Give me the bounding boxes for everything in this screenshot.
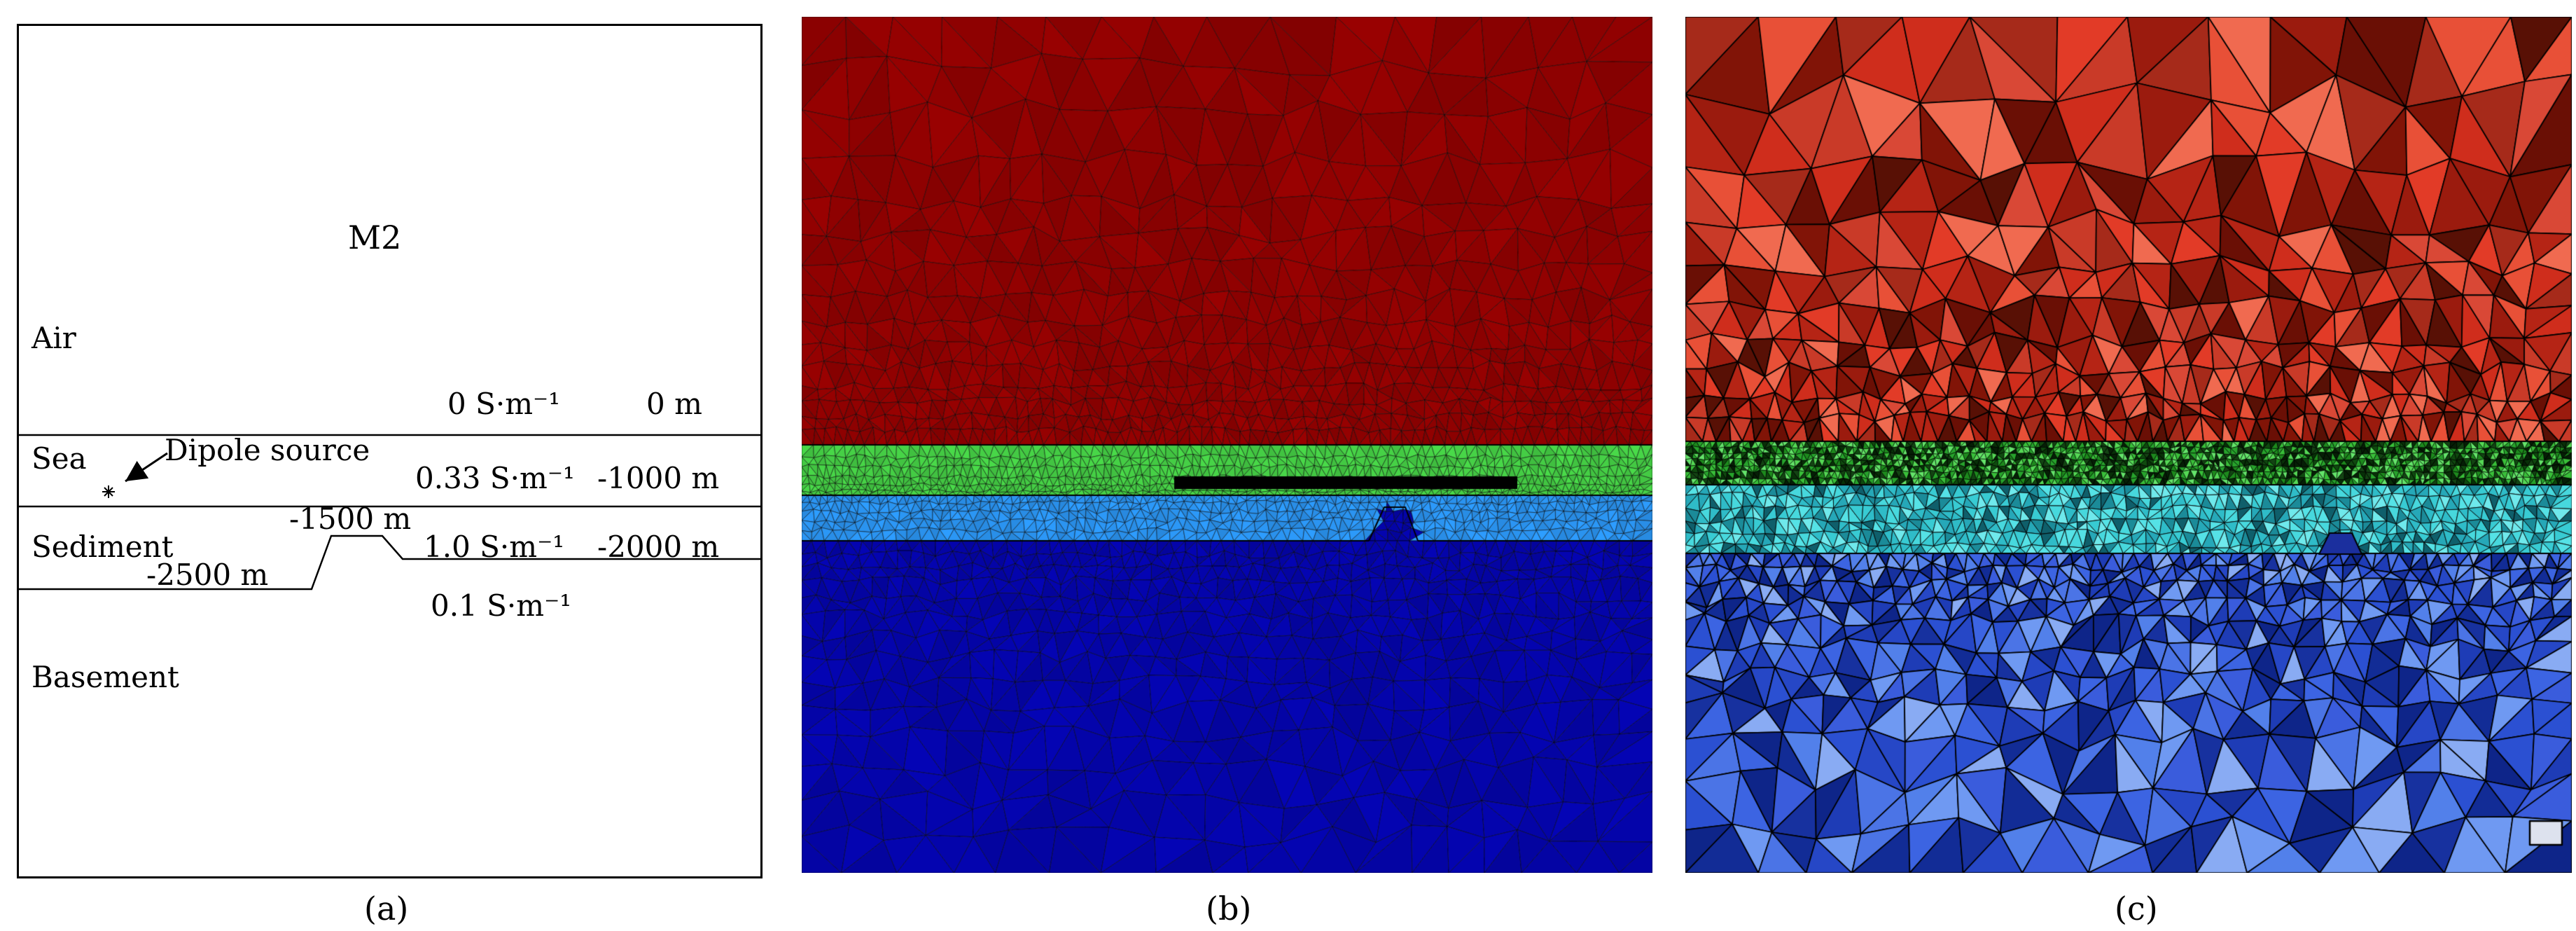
model-geometry: [19, 434, 760, 591]
depth-bump-top: -1500 m: [289, 502, 412, 536]
caption-a: (a): [364, 890, 409, 927]
layer-label-air: Air: [32, 321, 76, 355]
layer-label-sediment: Sediment: [32, 530, 174, 564]
layer-label-sea: Sea: [32, 441, 87, 476]
model-name: M2: [348, 219, 402, 256]
dipole-source-label: Dipole source: [165, 433, 370, 467]
source-arrow: [125, 452, 168, 483]
depth-basement-top: -2000 m: [597, 530, 720, 564]
mesh-panel-c: [1685, 17, 2572, 873]
depth-basement-deep: -2500 m: [146, 558, 269, 592]
layer-label-basement: Basement: [32, 660, 179, 694]
conductivity-sediment: 1.0 S·m⁻¹: [424, 530, 565, 564]
basement-topography-line: [19, 535, 760, 591]
model-schematic-panel: M2 Air 0 S·m⁻¹ 0 m Sea Dipole source 0.3…: [17, 24, 763, 878]
depth-seafloor: -1000 m: [597, 461, 720, 495]
conductivity-sea: 0.33 S·m⁻¹: [415, 461, 575, 495]
dipole-source-marker-icon: [102, 485, 115, 498]
caption-c: (c): [2115, 890, 2158, 927]
mesh-panel-b: [802, 17, 1652, 873]
conductivity-air: 0 S·m⁻¹: [447, 387, 561, 421]
caption-b: (b): [1206, 890, 1252, 927]
depth-sea-surface: 0 m: [646, 387, 702, 421]
conductivity-basement: 0.1 S·m⁻¹: [431, 588, 572, 623]
